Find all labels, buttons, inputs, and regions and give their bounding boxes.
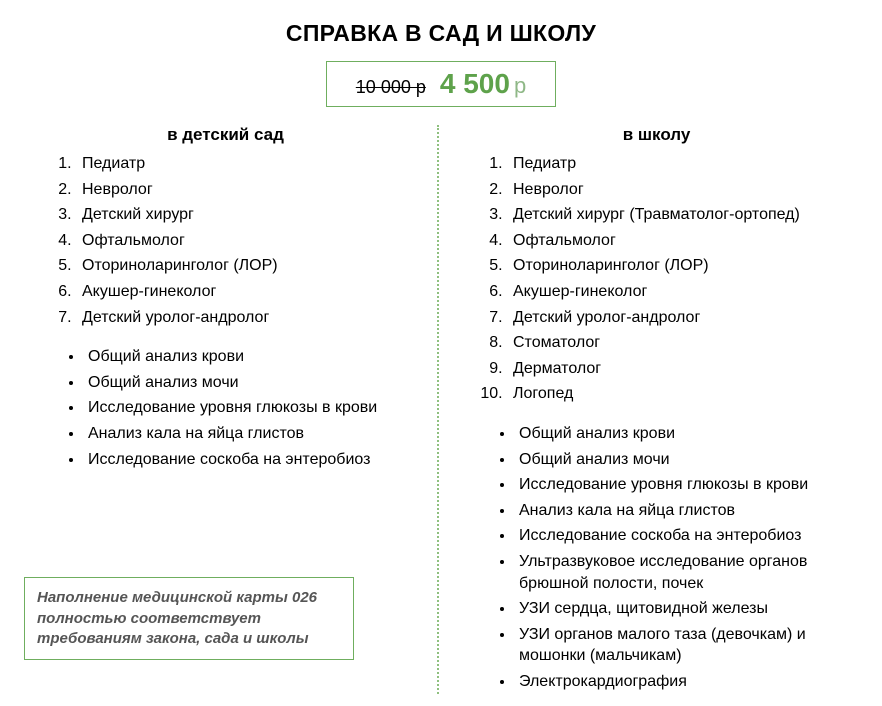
- currency-symbol: р: [514, 73, 526, 98]
- right-numbered-list: Педиатр Невролог Детский хирург (Травмат…: [463, 151, 850, 407]
- list-item: УЗИ органов малого таза (девочкам) и мош…: [515, 622, 850, 669]
- list-item: Педиатр: [507, 151, 850, 177]
- list-item: Общий анализ мочи: [515, 447, 850, 473]
- right-column: в школу Педиатр Невролог Детский хирург …: [439, 125, 858, 694]
- old-price: 10 000 р: [356, 77, 426, 98]
- list-item: Офтальмолог: [507, 228, 850, 254]
- page: СПРАВКА В САД И ШКОЛУ 10 000 р 4 500р в …: [0, 0, 882, 706]
- list-item: Анализ кала на яйца глистов: [84, 421, 419, 447]
- list-item: Стоматолог: [507, 330, 850, 356]
- list-item: Исследование соскоба на энтеробиоз: [84, 447, 419, 473]
- list-item: Невролог: [507, 177, 850, 203]
- list-item: Исследование уровня глюкозы в крови: [84, 395, 419, 421]
- price-box: 10 000 р 4 500р: [326, 61, 556, 107]
- list-item: Детский хирург: [76, 202, 419, 228]
- page-title: СПРАВКА В САД И ШКОЛУ: [24, 20, 858, 47]
- right-heading: в школу: [463, 125, 850, 145]
- list-item: Офтальмолог: [76, 228, 419, 254]
- list-item: Общий анализ мочи: [84, 370, 419, 396]
- list-item: Общий анализ крови: [84, 344, 419, 370]
- list-item: Исследование уровня глюкозы в крови: [515, 472, 850, 498]
- list-item: Исследование соскоба на энтеробиоз: [515, 523, 850, 549]
- list-item: Анализ кала на яйца глистов: [515, 498, 850, 524]
- list-item: Дерматолог: [507, 356, 850, 382]
- list-item: УЗИ сердца, щитовидной железы: [515, 596, 850, 622]
- list-item: Детский хирург (Травматолог-ортопед): [507, 202, 850, 228]
- list-item: Детский уролог-андролог: [76, 305, 419, 331]
- list-item: Акушер-гинеколог: [507, 279, 850, 305]
- left-numbered-list: Педиатр Невролог Детский хирург Офтальмо…: [32, 151, 419, 330]
- left-heading: в детский сад: [32, 125, 419, 145]
- right-bullet-list: Общий анализ крови Общий анализ мочи Исс…: [463, 421, 850, 695]
- new-price-value: 4 500: [440, 68, 510, 99]
- list-item: Детский уролог-андролог: [507, 305, 850, 331]
- list-item: Оториноларинголог (ЛОР): [507, 253, 850, 279]
- footnote-box: Наполнение медицинской карты 026 полност…: [24, 577, 354, 660]
- left-bullet-list: Общий анализ крови Общий анализ мочи Исс…: [32, 344, 419, 472]
- list-item: Акушер-гинеколог: [76, 279, 419, 305]
- list-item: Ультразвуковое исследование органов брюш…: [515, 549, 850, 596]
- list-item: Оториноларинголог (ЛОР): [76, 253, 419, 279]
- list-item: Педиатр: [76, 151, 419, 177]
- new-price: 4 500р: [440, 68, 526, 100]
- list-item: Невролог: [76, 177, 419, 203]
- list-item: Общий анализ крови: [515, 421, 850, 447]
- list-item: Логопед: [507, 381, 850, 407]
